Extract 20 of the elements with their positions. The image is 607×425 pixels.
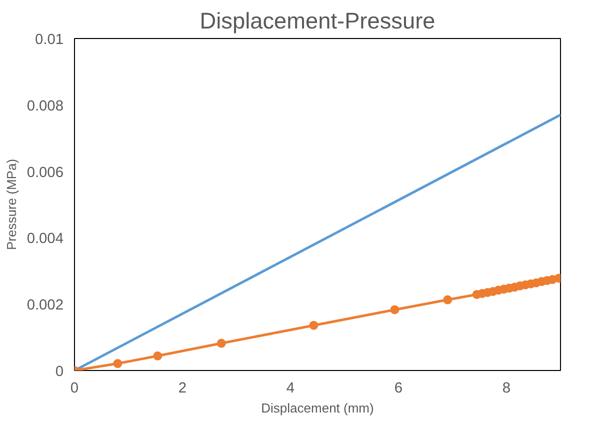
- y-tick-label: 0.01: [34, 32, 64, 48]
- x-tick-label: 8: [502, 380, 511, 396]
- y-tick-label: 0: [55, 364, 64, 380]
- y-tick-label: 0.008: [26, 98, 64, 114]
- y-tick-label: 0.004: [26, 231, 64, 248]
- point: [153, 351, 162, 360]
- x-tick-label: 6: [394, 380, 403, 396]
- y-tick-label: 0.002: [26, 298, 64, 314]
- point: [309, 320, 318, 330]
- y-tick-label: 0.006: [26, 164, 64, 181]
- chart-title: Displacement-Pressure: [200, 8, 436, 34]
- point: [443, 295, 452, 304]
- x-tick-label: 2: [178, 380, 187, 396]
- point: [216, 338, 226, 348]
- x-axis-title: Displacement (mm): [261, 400, 374, 416]
- point: [390, 305, 400, 314]
- x-tick-label: 0: [70, 380, 79, 396]
- point: [113, 359, 122, 368]
- x-tick-label: 4: [286, 380, 295, 396]
- y-axis-title: Pressure (MPa): [4, 158, 19, 250]
